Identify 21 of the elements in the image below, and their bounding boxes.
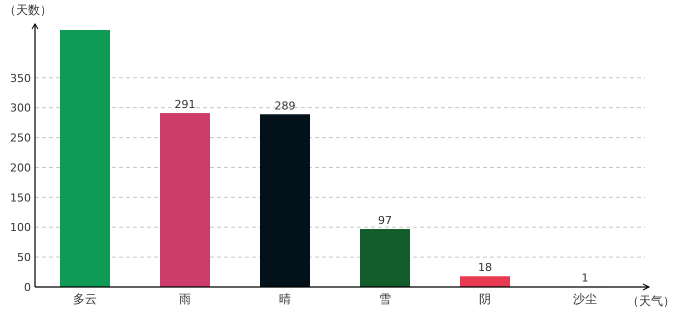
y-tick-label: 350 [10, 72, 31, 85]
x-tick-label: 沙尘 [573, 292, 597, 306]
x-tick-label: 雨 [179, 292, 191, 306]
x-tick-label: 晴 [279, 292, 291, 306]
x-tick-label: 多云 [73, 292, 97, 306]
x-tick-label: 雪 [379, 292, 391, 306]
x-axis-title: （天气） [627, 294, 675, 308]
y-tick-label: 150 [10, 191, 31, 204]
data-label: 289 [274, 99, 296, 112]
y-axis-title: （天数） [4, 3, 52, 17]
y-tick-label: 200 [10, 161, 31, 174]
data-label: 97 [378, 214, 392, 228]
data-label: 1 [582, 271, 588, 284]
y-tick-label: 250 [10, 132, 31, 145]
y-tick-label: 300 [10, 102, 31, 115]
y-tick-label: 0 [24, 281, 31, 294]
y-tick-label: 50 [17, 251, 31, 264]
y-tick-label: 100 [10, 221, 31, 234]
x-tick-label: 阴 [479, 292, 491, 306]
data-label: 18 [478, 261, 492, 274]
data-label: 291 [174, 98, 196, 112]
